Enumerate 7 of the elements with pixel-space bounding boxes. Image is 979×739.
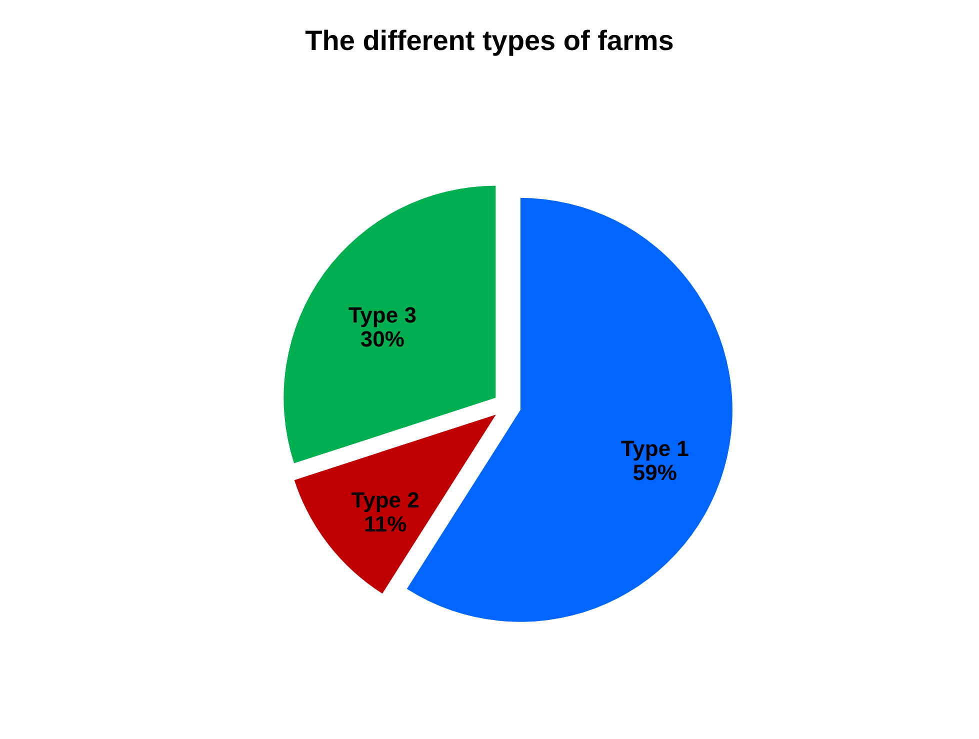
slice-label: Type 3 [348, 302, 416, 328]
slice-label: Type 1 [620, 436, 689, 461]
data-label: 30% [360, 326, 404, 352]
slice-label: Type 2 [351, 487, 420, 512]
data-label: 11% [364, 511, 407, 536]
data-label: 59% [632, 460, 677, 485]
chart-title: The different types of farms [305, 25, 674, 56]
